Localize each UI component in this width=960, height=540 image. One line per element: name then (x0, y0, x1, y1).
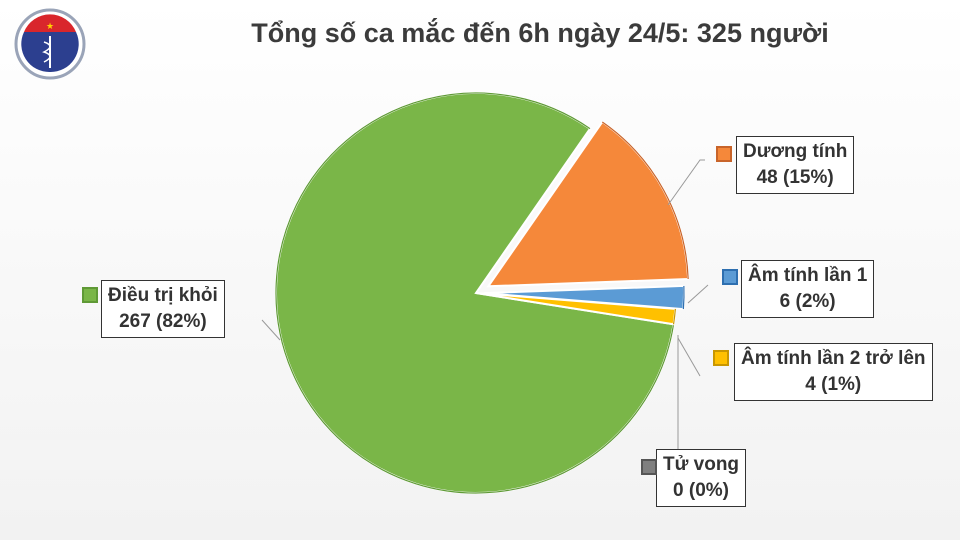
data-label-value: 4 (1%) (805, 374, 862, 395)
svg-text:★: ★ (46, 21, 54, 31)
legend-swatch (82, 287, 98, 303)
data-label-value: 48 (15%) (756, 167, 834, 188)
pie-slice-outline (682, 285, 685, 310)
data-label-name: Âm tính lần 2 trở lên (741, 348, 926, 369)
data-label-name: Điều trị khỏi (108, 285, 218, 306)
data-label-name: Dương tính (743, 141, 848, 162)
data-label-value: 6 (2%) (779, 291, 836, 312)
legend-swatch (716, 146, 732, 162)
leader-line (687, 284, 709, 304)
leader-line (677, 337, 701, 377)
legend-swatch (641, 459, 657, 475)
data-label: Dương tính 48 (15%) (736, 136, 855, 194)
leader-line (261, 319, 281, 341)
leader-line (667, 159, 705, 206)
data-label: Âm tính lần 1 6 (2%) (741, 260, 875, 318)
pie-slice-outline (601, 121, 689, 280)
data-label: Điều trị khỏi 267 (82%) (101, 280, 225, 338)
pie-slice-outline (672, 308, 676, 325)
legend-swatch (722, 269, 738, 285)
data-label: Âm tính lần 2 trở lên 4 (1%) (734, 343, 933, 401)
pie-slice-outline (275, 92, 675, 494)
chart-title: Tổng số ca mắc đến 6h ngày 24/5: 325 ngư… (251, 18, 829, 48)
data-label-value: 267 (82%) (119, 311, 207, 332)
data-label-name: Âm tính lần 1 (748, 265, 868, 286)
ministry-of-health-logo: ★ (14, 8, 86, 80)
data-label-name: Tử vong (663, 454, 740, 475)
data-label-value: 0 (0%) (673, 480, 729, 501)
data-label: Tử vong 0 (0%) (656, 449, 747, 507)
legend-swatch (713, 350, 729, 366)
